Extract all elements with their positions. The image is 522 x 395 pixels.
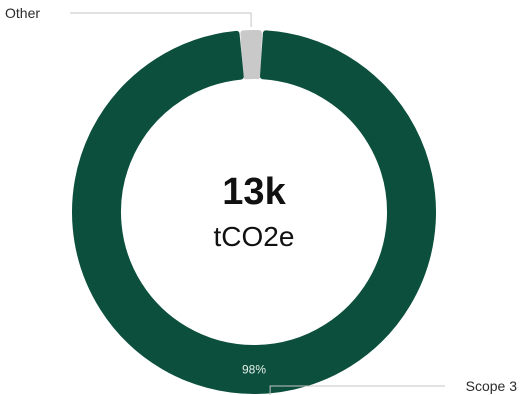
slices-layer: 98% (72, 30, 436, 394)
callout-label-scope-3: Scope 3 (466, 378, 518, 394)
center-value: 13k (222, 171, 286, 213)
callout-line-other (70, 12, 252, 28)
slice-scope-3[interactable] (72, 30, 436, 394)
slice-value-label-scope-3: 98% (242, 363, 266, 377)
callout-line-scope-3 (269, 385, 445, 395)
callout-label-other: Other (5, 5, 40, 21)
center-unit: tCO2e (214, 221, 295, 252)
callouts-layer: Other Scope 3 (5, 5, 517, 395)
slice-other[interactable] (240, 30, 262, 80)
